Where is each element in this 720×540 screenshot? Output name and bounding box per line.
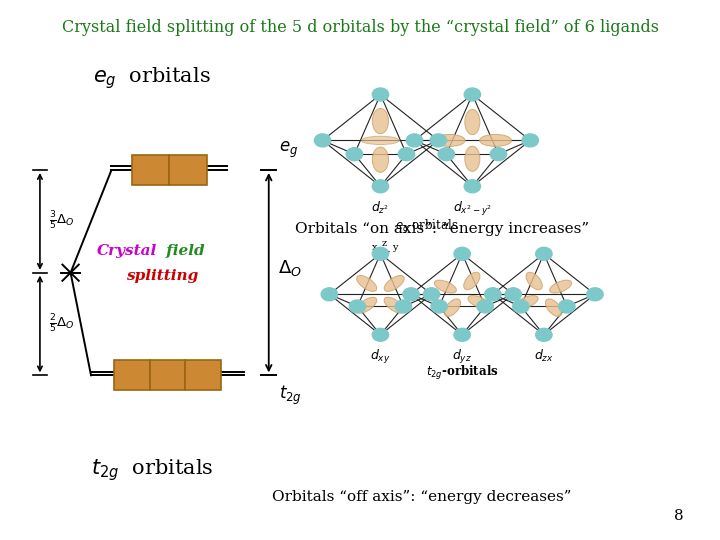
- Bar: [132, 155, 169, 185]
- Text: $\mathit{e_g}$: $\mathit{e_g}$: [279, 139, 298, 160]
- Circle shape: [454, 328, 470, 341]
- Circle shape: [454, 247, 470, 260]
- Text: $d_{zx}$: $d_{zx}$: [534, 348, 554, 364]
- Ellipse shape: [433, 134, 465, 146]
- Circle shape: [372, 180, 389, 193]
- Text: 8: 8: [674, 509, 683, 523]
- Circle shape: [315, 134, 330, 147]
- Circle shape: [513, 300, 529, 313]
- Text: splitting: splitting: [127, 269, 199, 284]
- Ellipse shape: [516, 295, 538, 308]
- Text: $t_{2g}$-orbitals: $t_{2g}$-orbitals: [426, 364, 498, 382]
- Ellipse shape: [372, 147, 389, 172]
- Circle shape: [522, 134, 539, 147]
- Ellipse shape: [549, 280, 572, 293]
- Text: $e_g$  orbitals: $e_g$ orbitals: [94, 65, 211, 91]
- Ellipse shape: [356, 297, 377, 313]
- Text: z: z: [382, 239, 387, 248]
- Text: y: y: [392, 243, 397, 252]
- Circle shape: [372, 88, 389, 101]
- Text: Crystal field splitting of the 5 d orbitals by the “crystal field” of 6 ligands: Crystal field splitting of the 5 d orbit…: [61, 19, 659, 36]
- Ellipse shape: [372, 109, 389, 134]
- Circle shape: [346, 147, 363, 160]
- Text: $d_{z^2}$: $d_{z^2}$: [372, 200, 390, 216]
- Ellipse shape: [546, 299, 562, 316]
- Circle shape: [477, 300, 493, 313]
- Ellipse shape: [434, 280, 456, 293]
- Ellipse shape: [465, 110, 480, 134]
- Circle shape: [431, 300, 447, 313]
- Text: $e_g$-orbitals: $e_g$-orbitals: [395, 218, 458, 235]
- Text: $d_{x^2-y^2}$: $d_{x^2-y^2}$: [453, 200, 492, 218]
- Circle shape: [536, 328, 552, 341]
- Circle shape: [423, 288, 440, 301]
- Ellipse shape: [464, 272, 480, 290]
- Bar: [114, 361, 150, 390]
- Text: $\frac{2}{5}\Delta_O$: $\frac{2}{5}\Delta_O$: [49, 313, 74, 335]
- Circle shape: [406, 134, 423, 147]
- Circle shape: [559, 300, 575, 313]
- Text: Crystal: Crystal: [96, 244, 157, 258]
- Bar: [185, 361, 221, 390]
- Circle shape: [438, 147, 454, 160]
- Circle shape: [349, 300, 366, 313]
- Circle shape: [464, 180, 480, 193]
- Text: $d_{xy}$: $d_{xy}$: [370, 348, 391, 366]
- Circle shape: [536, 247, 552, 260]
- Ellipse shape: [356, 275, 377, 292]
- Circle shape: [395, 300, 412, 313]
- Ellipse shape: [480, 134, 511, 146]
- Bar: [150, 361, 185, 390]
- Text: field: field: [161, 244, 204, 258]
- Text: $d_{yz}$: $d_{yz}$: [452, 348, 472, 366]
- Circle shape: [464, 88, 480, 101]
- Ellipse shape: [384, 275, 404, 292]
- Text: Orbitals “on axis”: “energy increases”: Orbitals “on axis”: “energy increases”: [294, 222, 589, 237]
- Circle shape: [372, 328, 389, 341]
- Ellipse shape: [465, 146, 480, 171]
- Bar: [169, 155, 207, 185]
- Circle shape: [485, 288, 501, 301]
- Circle shape: [505, 288, 521, 301]
- Text: $\Delta_O$: $\Delta_O$: [279, 258, 302, 279]
- Text: $t_{2g}$  orbitals: $t_{2g}$ orbitals: [91, 457, 213, 483]
- Ellipse shape: [526, 272, 542, 290]
- Ellipse shape: [468, 295, 490, 308]
- Circle shape: [372, 247, 389, 260]
- Circle shape: [403, 288, 419, 301]
- Circle shape: [587, 288, 603, 301]
- Text: $\frac{3}{5}\Delta_O$: $\frac{3}{5}\Delta_O$: [49, 211, 74, 232]
- Circle shape: [398, 147, 415, 160]
- Circle shape: [430, 134, 446, 147]
- Text: x: x: [372, 243, 377, 252]
- Circle shape: [490, 147, 507, 160]
- Ellipse shape: [444, 299, 461, 316]
- Text: Orbitals “off axis”: “energy decreases”: Orbitals “off axis”: “energy decreases”: [271, 490, 571, 504]
- Ellipse shape: [361, 136, 400, 145]
- Text: $\mathit{t_{2g}}$: $\mathit{t_{2g}}$: [279, 384, 302, 407]
- Ellipse shape: [384, 297, 404, 313]
- Circle shape: [321, 288, 338, 301]
